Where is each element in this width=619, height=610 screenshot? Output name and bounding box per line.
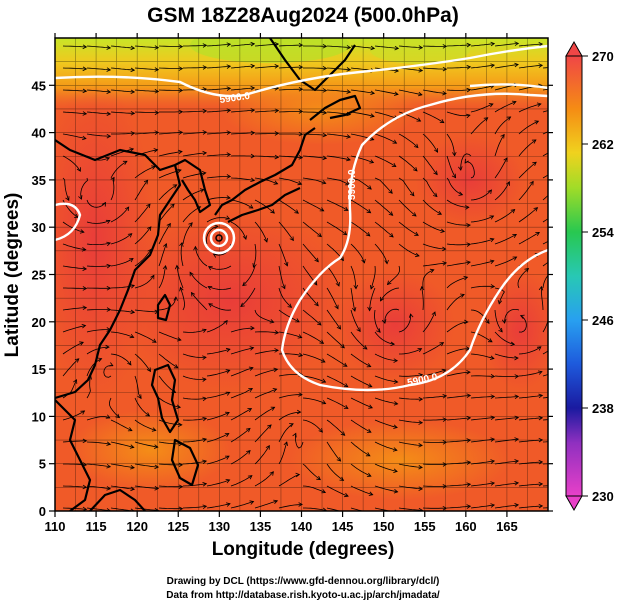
colorbar-tick-label: 238	[592, 401, 614, 416]
colorbar-tick-label: 246	[592, 313, 614, 328]
streamline-arrowhead	[559, 254, 563, 258]
x-tick-label: 165	[496, 519, 518, 534]
colorbar-bottom-arrow	[566, 496, 582, 510]
streamline-arrowhead	[562, 106, 566, 110]
temperature-field-hot-patch	[335, 270, 455, 380]
y-tick-label: 25	[32, 268, 46, 283]
y-tick-label: 20	[32, 315, 46, 330]
streamline-arrowhead	[563, 44, 567, 48]
x-tick-label: 140	[291, 519, 313, 534]
y-tick-label: 5	[39, 457, 46, 472]
colorbar-tick-label: 254	[592, 225, 614, 240]
colorbar-top-arrow	[566, 42, 582, 56]
y-tick-label: 0	[39, 504, 46, 519]
streamline-arrowhead	[559, 210, 563, 213]
y-tick-label: 40	[32, 126, 46, 141]
streamline-arrowhead	[551, 269, 555, 273]
x-tick-label: 160	[455, 519, 477, 534]
colorbar-tick-label: 230	[592, 489, 614, 504]
temperature-field-hot-patch	[110, 210, 350, 390]
x-tick-label: 110	[45, 519, 66, 534]
streamline-arrowhead	[561, 368, 565, 372]
streamline-arrowhead	[561, 126, 565, 130]
colorbar-gradient	[566, 56, 582, 496]
streamline	[543, 464, 566, 465]
x-tick-label: 155	[414, 519, 436, 534]
streamline-arrowhead	[563, 506, 567, 510]
x-tick-label: 145	[332, 519, 354, 534]
map-title: GSM 18Z28Aug2024 (500.0hPa)	[147, 4, 459, 27]
colorbar: 270 262 254 246 238 230	[566, 42, 614, 510]
credit-drawing: Drawing by DCL (https://www.gfd-dennou.o…	[167, 576, 440, 587]
temperature-field-orange-patch	[70, 410, 230, 490]
streamline-arrowhead	[560, 234, 564, 238]
y-tick-label: 30	[32, 220, 46, 235]
x-tick-label: 150	[373, 519, 395, 534]
colorbar-tick-label: 262	[592, 137, 614, 152]
graticule	[55, 38, 548, 511]
y-tick-label: 15	[32, 362, 46, 377]
contour-label: 5900.0	[347, 169, 358, 200]
x-tick-label: 125	[167, 519, 189, 534]
streamline-arrowhead	[561, 146, 565, 150]
streamline	[543, 441, 566, 442]
x-tick-label: 130	[208, 519, 230, 534]
x-tick-label: 135	[250, 519, 272, 534]
colorbar-tick-label: 270	[592, 49, 614, 64]
y-axis-title: Latitude (degrees)	[2, 193, 23, 358]
streamline-arrowhead	[560, 167, 564, 171]
temperature-field-orange-patch	[290, 420, 510, 500]
y-tick-label: 45	[32, 78, 46, 93]
map-plot-area: 5900.0 5900.0 5900.0	[35, 27, 566, 515]
x-axis-title: Longitude (degrees)	[212, 539, 395, 560]
y-tick-label: 10	[32, 409, 46, 424]
x-tick-label: 115	[86, 519, 107, 534]
x-tick-label: 120	[126, 519, 148, 534]
credit-data: Data from http://database.rish.kyoto-u.a…	[166, 590, 440, 601]
y-tick-label: 35	[32, 173, 46, 188]
streamline-arrowhead	[558, 340, 562, 344]
streamline-arrowhead	[557, 185, 561, 189]
streamline	[63, 288, 86, 289]
